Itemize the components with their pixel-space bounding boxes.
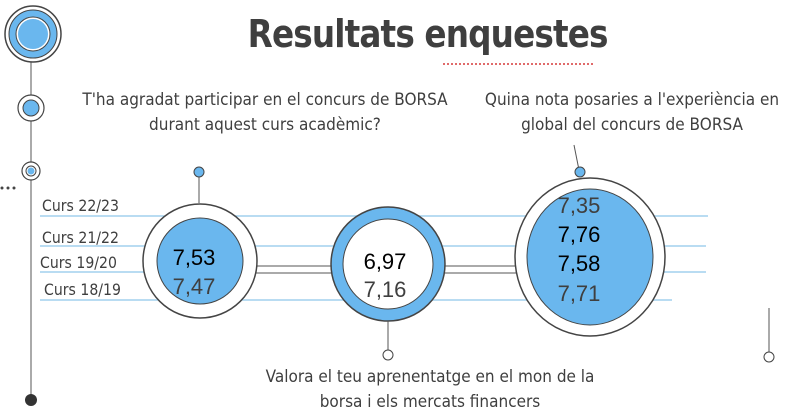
spellcheck-underline (443, 60, 593, 65)
question-participation: T'ha agradat participar en el concurs de… (82, 90, 448, 135)
participation-inner-circle (156, 217, 244, 305)
experience-value-19-20: 7,58 (557, 251, 601, 276)
participation-value-19-20: 7,53 (172, 245, 216, 270)
participation-value-18-19: 7,47 (172, 274, 216, 299)
row-label-21-22: Curs 21/22 (42, 228, 119, 247)
learning-value-19-20: 6,97 (363, 249, 407, 274)
row-label-22-23: Curs 22/23 (42, 196, 119, 215)
experience-value-22-23: 7,35 (557, 193, 601, 218)
row-label-19-20: Curs 19/20 (40, 253, 117, 272)
learning-inner-circle (342, 218, 434, 310)
experience-inner-circle (526, 188, 654, 326)
row-label-18-19: Curs 18/19 (44, 280, 121, 299)
question-experience: Quina nota posaries a l'experiència en g… (484, 90, 780, 135)
experience-value-21-22: 7,76 (557, 222, 601, 247)
page-title: Resultats enquestes (247, 12, 609, 56)
timeline-end-dot (25, 394, 37, 406)
experience-value-18-19: 7,71 (557, 281, 601, 306)
learning-value-18-19: 7,16 (363, 277, 407, 302)
question-learning: Valora el teu aprenentatge en el mon de … (265, 367, 595, 412)
timeline-end-marker (763, 351, 775, 363)
